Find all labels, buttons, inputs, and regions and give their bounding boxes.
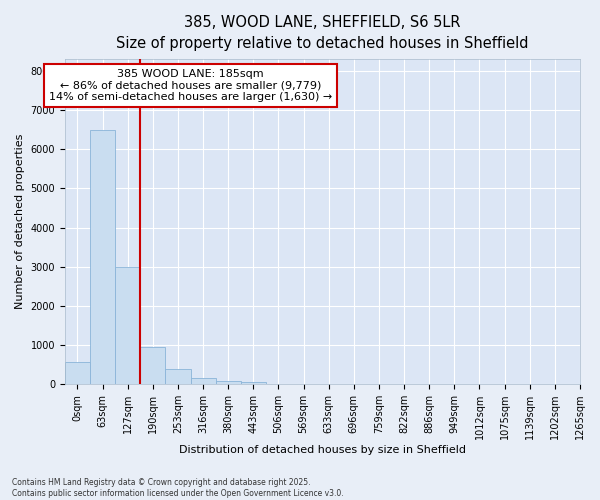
Bar — [115, 266, 140, 384]
Bar — [241, 382, 266, 384]
Bar — [191, 378, 215, 384]
Text: Contains HM Land Registry data © Crown copyright and database right 2025.
Contai: Contains HM Land Registry data © Crown c… — [12, 478, 344, 498]
X-axis label: Distribution of detached houses by size in Sheffield: Distribution of detached houses by size … — [179, 445, 466, 455]
Bar — [215, 380, 241, 384]
Bar — [65, 362, 90, 384]
Title: 385, WOOD LANE, SHEFFIELD, S6 5LR
Size of property relative to detached houses i: 385, WOOD LANE, SHEFFIELD, S6 5LR Size o… — [116, 15, 529, 51]
Bar — [166, 370, 191, 384]
Bar — [90, 130, 115, 384]
Bar — [140, 346, 166, 384]
Y-axis label: Number of detached properties: Number of detached properties — [15, 134, 25, 310]
Text: 385 WOOD LANE: 185sqm
← 86% of detached houses are smaller (9,779)
14% of semi-d: 385 WOOD LANE: 185sqm ← 86% of detached … — [49, 69, 332, 102]
